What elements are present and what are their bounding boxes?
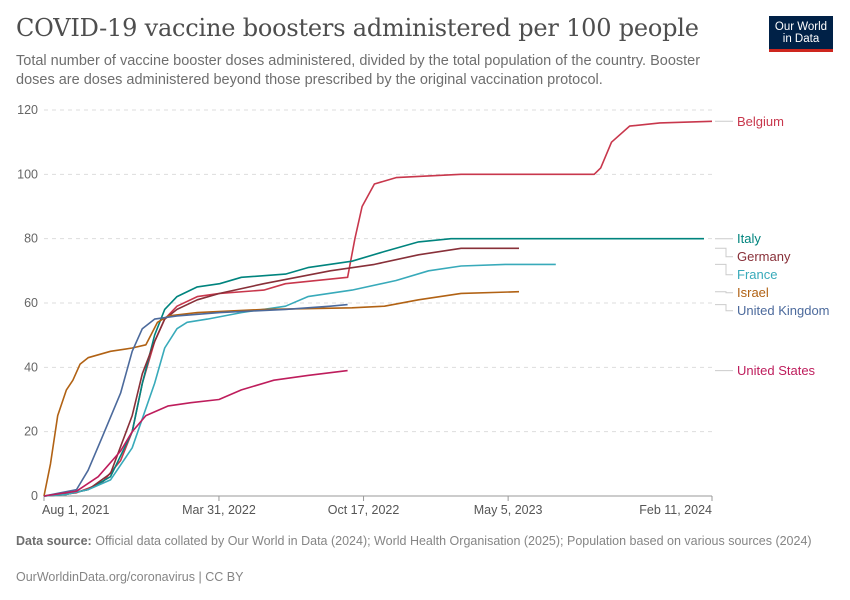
y-tick-label: 20: [24, 425, 38, 439]
series-line-united-states: [43, 369, 348, 497]
x-tick-label: May 5, 2023: [474, 503, 543, 517]
y-tick-label: 40: [24, 360, 38, 374]
legend-connector: [715, 304, 733, 312]
legend-connector: [715, 291, 733, 294]
series-line-italy: [43, 237, 704, 497]
series-line-israel: [43, 290, 520, 497]
legend-label-france: France: [737, 267, 777, 282]
legend-label-belgium: Belgium: [737, 114, 784, 129]
legend-label-united-kingdom: United Kingdom: [737, 303, 830, 318]
y-tick-label: 100: [17, 167, 38, 181]
y-tick-label: 60: [24, 296, 38, 310]
y-tick-label: 120: [17, 103, 38, 117]
data-source-label: Data source:: [16, 534, 92, 548]
legend-label-israel: Israel: [737, 285, 769, 300]
series-line-france: [43, 263, 556, 497]
series-line-united-kingdom: [43, 303, 348, 497]
legend-connector: [715, 247, 733, 258]
legend-label-united-states: United States: [737, 363, 816, 378]
y-tick-label: 80: [24, 232, 38, 246]
legend-connector: [715, 263, 733, 276]
x-tick-label: Aug 1, 2021: [42, 503, 109, 517]
credit-line[interactable]: OurWorldinData.org/coronavirus | CC BY: [16, 570, 244, 584]
logo-line-1: Our World: [774, 21, 828, 33]
y-tick-label: 0: [31, 489, 38, 503]
data-source-note: Data source: Official data collated by O…: [16, 533, 816, 549]
data-source-text: Official data collated by Our World in D…: [95, 534, 812, 548]
legend-label-germany: Germany: [737, 249, 791, 264]
x-tick-label: Oct 17, 2022: [328, 503, 400, 517]
legend-label-italy: Italy: [737, 231, 761, 246]
x-tick-label: Mar 31, 2022: [182, 503, 256, 517]
logo-line-2: in Data: [782, 33, 820, 45]
series-line-germany: [43, 247, 519, 497]
x-tick-label: Feb 11, 2024: [639, 503, 712, 517]
owid-logo[interactable]: Our World in Data: [769, 16, 833, 52]
series-line-belgium: [43, 120, 713, 497]
chart-subtitle: Total number of vaccine booster doses ad…: [16, 53, 701, 88]
chart-title: COVID-19 vaccine boosters administered p…: [16, 14, 699, 42]
